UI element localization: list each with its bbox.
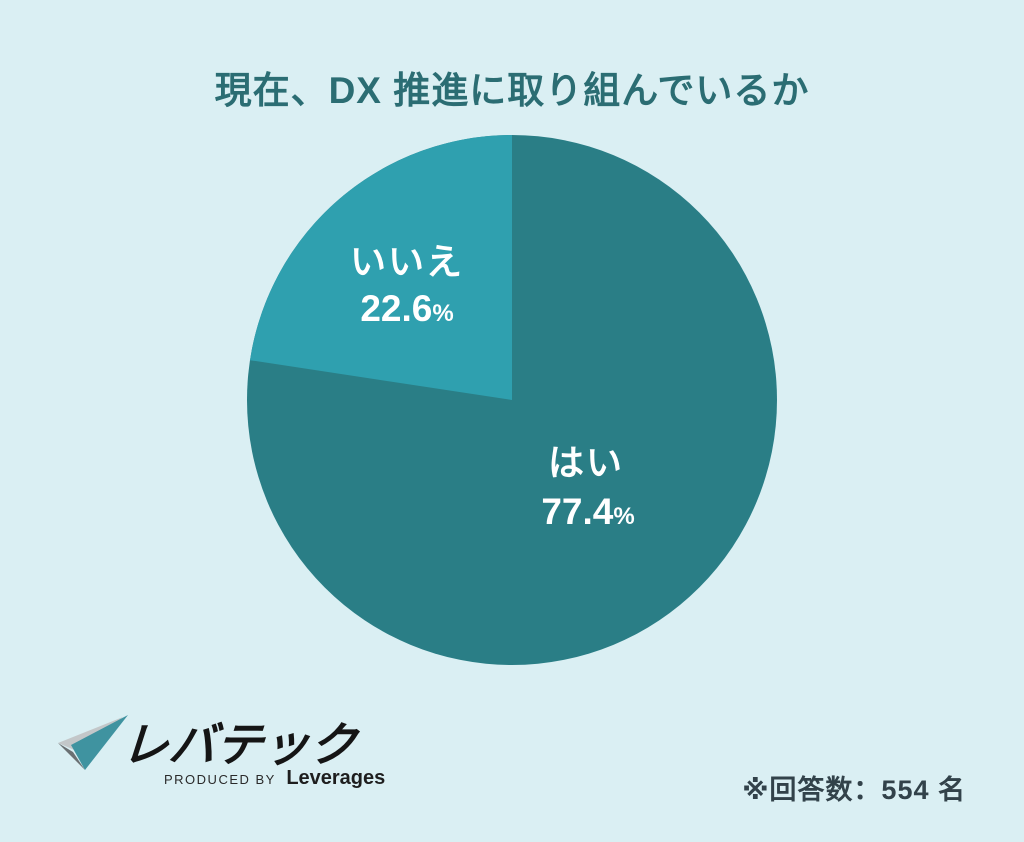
pie-chart <box>247 135 777 665</box>
logo-producer-text: Leverages <box>286 767 386 789</box>
logo-subtitle: PRODUCED BY Leverages <box>164 767 385 790</box>
levtech-logo-checkmark-icon <box>58 715 128 770</box>
slice-value-yes: 77.4% <box>541 491 634 533</box>
pie-slice-no <box>250 135 512 400</box>
slice-value-yes-percent-sign: % <box>613 503 635 530</box>
slice-value-no-number: 22.6 <box>360 288 433 329</box>
respondent-count-note: ※回答数：554 名 <box>742 775 966 805</box>
logo-produced-by-text: PRODUCED BY <box>164 772 276 787</box>
slice-value-no: 22.6% <box>360 288 453 330</box>
pie-chart-svg <box>247 135 777 665</box>
slice-value-no-percent-sign: % <box>432 300 454 327</box>
logo-brand-text: レバテック <box>119 718 359 771</box>
slice-label-no: いいえ <box>349 241 465 282</box>
slice-value-yes-number: 77.4 <box>541 491 614 532</box>
levtech-logo: レバテック PRODUCED BY Leverages <box>52 704 385 796</box>
slice-label-yes: はい <box>547 442 625 483</box>
chart-title: 現在、DX 推進に取り組んでいるか <box>214 70 810 111</box>
